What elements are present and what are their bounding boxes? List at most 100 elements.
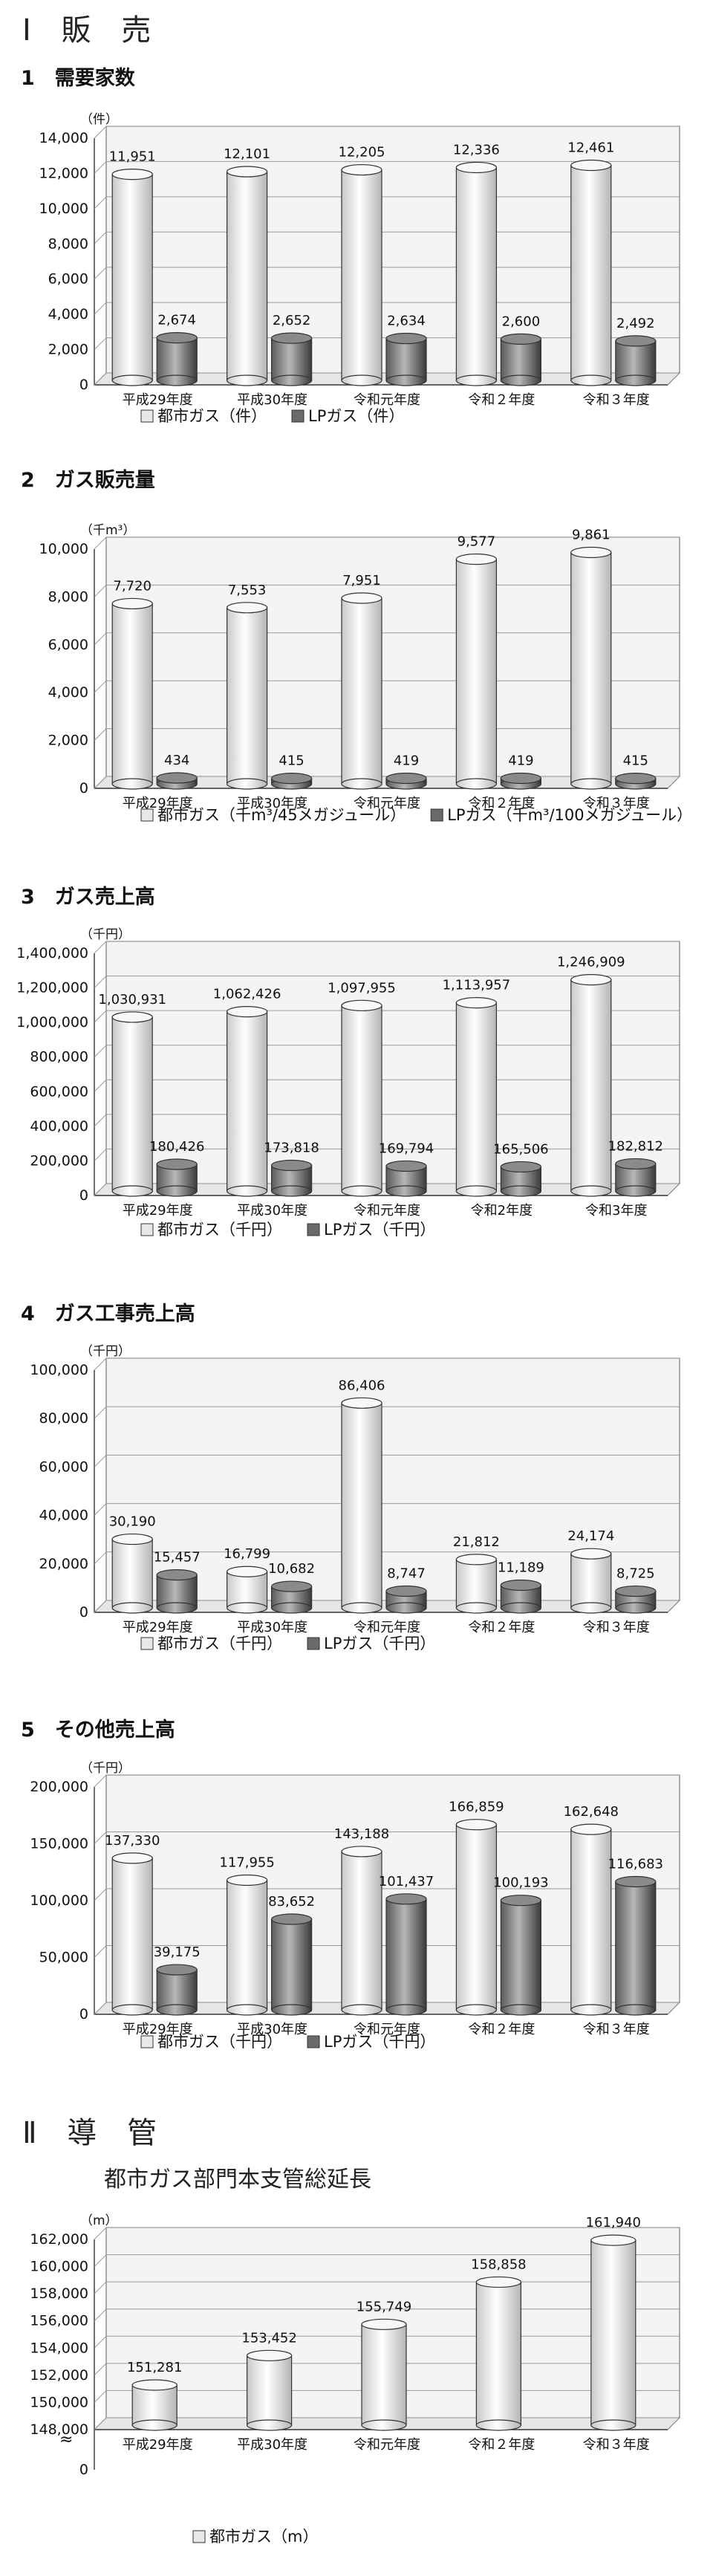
bar-base xyxy=(500,374,542,386)
data-label: 12,205 xyxy=(339,145,385,160)
legend-swatch xyxy=(291,409,305,423)
bar-top xyxy=(111,1852,153,1864)
bar-top xyxy=(500,1161,542,1173)
grid-line-diag xyxy=(94,196,107,210)
bar-base xyxy=(570,2004,612,2016)
bar-base xyxy=(341,1602,382,1614)
data-label: 11,189 xyxy=(498,1560,544,1576)
bar-base xyxy=(111,374,153,386)
chart-customers: 0 2,000 4,000 6,000 8,000 10,000 12,000 14,000 （… xyxy=(39,112,681,425)
bar-top xyxy=(341,999,382,1011)
bar-base xyxy=(615,374,657,386)
bar-base xyxy=(227,778,268,790)
grid-line-diag xyxy=(94,1406,107,1419)
y-tick-label: 0 xyxy=(79,780,88,797)
bar-base xyxy=(227,1602,268,1614)
grid-line-diag xyxy=(94,1357,107,1371)
data-label: 12,101 xyxy=(224,146,270,162)
legend-label: 都市ガス（千円） xyxy=(157,1635,282,1652)
y-tick-label: 40,000 xyxy=(39,1508,88,1524)
data-label: 173,818 xyxy=(264,1141,319,1156)
bar xyxy=(271,1918,313,2011)
bar-top xyxy=(570,546,612,559)
x-tick-label: 令和2年度 xyxy=(471,1203,533,1219)
bar-top xyxy=(341,592,382,604)
y-tick-label: 200,000 xyxy=(30,1779,88,1795)
grid-line-diag xyxy=(94,1774,107,1788)
y-tick-label: 150,000 xyxy=(30,1836,88,1852)
bar-top xyxy=(385,1585,427,1597)
bar-top xyxy=(271,1159,313,1172)
x-tick-label: 令和２年度 xyxy=(468,796,535,811)
data-label: 158,858 xyxy=(471,2257,526,2272)
x-tick-label: 平成29年度 xyxy=(123,796,193,811)
data-label: 24,174 xyxy=(567,1528,614,1544)
bar-base xyxy=(247,2419,293,2431)
bar-top xyxy=(227,166,268,178)
y-tick-label: 158,000 xyxy=(30,2285,88,2302)
grid-line-diag xyxy=(94,1888,107,1901)
data-label: 2,652 xyxy=(273,313,311,328)
bar xyxy=(455,166,498,381)
grid-line-diag xyxy=(94,1010,107,1023)
y-tick-label: 14,000 xyxy=(39,130,88,146)
grid-line-diag xyxy=(94,776,107,789)
y-tick-label: 8,000 xyxy=(48,236,88,252)
grid-line-diag xyxy=(94,1551,107,1565)
bar-base xyxy=(385,1185,427,1197)
bar-base xyxy=(455,778,498,790)
data-label: 1,246,909 xyxy=(557,955,625,970)
x-tick-label: 平成29年度 xyxy=(123,392,193,408)
bar-top xyxy=(341,163,382,176)
bar-base xyxy=(615,1602,657,1614)
grid-line-diag xyxy=(94,1114,107,1127)
bar-base xyxy=(131,2419,178,2431)
legend-label: LPガス（千m³/100メガジュール） xyxy=(447,806,692,824)
y-tick-label: 6,000 xyxy=(48,271,88,288)
bar-top xyxy=(570,159,612,172)
bar-base xyxy=(341,374,382,386)
grid-line-diag xyxy=(94,231,107,244)
data-label: 151,281 xyxy=(127,2360,182,2375)
chart-other-revenue: 0 50,000 100,000 150,000 200,000 （千円） 平成29年度 13… xyxy=(30,1761,681,2051)
x-tick-label: 令和3年度 xyxy=(585,1203,647,1219)
bar-base xyxy=(111,1185,153,1197)
bar xyxy=(111,1858,153,2011)
grid-line-diag xyxy=(94,337,107,350)
y-unit-label: （千m³） xyxy=(80,523,135,538)
bar-base xyxy=(385,1602,427,1614)
bar-base xyxy=(341,2004,382,2016)
bar xyxy=(271,337,313,381)
bar-base xyxy=(385,374,427,386)
y-tick-label: 0 xyxy=(79,377,88,393)
data-label: 166,859 xyxy=(449,1800,504,1815)
bar-base xyxy=(570,778,612,790)
data-label: 16,799 xyxy=(224,1546,270,1562)
bar xyxy=(111,173,153,381)
bar-base xyxy=(227,374,268,386)
bar xyxy=(455,1002,498,1192)
x-tick-label: 令和３年度 xyxy=(583,796,650,811)
x-tick-label: 平成30年度 xyxy=(237,2437,307,2453)
x-tick-label: 令和３年度 xyxy=(583,2022,650,2037)
bar-top xyxy=(570,1548,612,1560)
bar-base xyxy=(475,2419,522,2431)
bar xyxy=(475,2281,522,2426)
bar xyxy=(570,1829,612,2011)
x-tick-label: 令和元年度 xyxy=(354,392,420,408)
data-label: 9,577 xyxy=(458,534,496,550)
y-unit-label: （件） xyxy=(80,112,118,127)
grid-line-diag xyxy=(94,680,107,693)
grid-line-diag xyxy=(94,1600,107,1613)
grid-line-diag xyxy=(94,2309,107,2322)
chart-subtitle-pipeline-length: 都市ガス部門本支管総延長 xyxy=(104,2167,371,2193)
y-unit-label: （m） xyxy=(80,2213,118,2228)
bar-base xyxy=(227,1185,268,1197)
bar-base xyxy=(500,1185,542,1197)
x-tick-label: 令和２年度 xyxy=(468,1620,535,1635)
grid-line-diag xyxy=(94,536,107,550)
data-label: 83,652 xyxy=(268,1894,315,1910)
bar-top xyxy=(615,1875,657,1888)
legend-swatch xyxy=(140,2035,154,2048)
